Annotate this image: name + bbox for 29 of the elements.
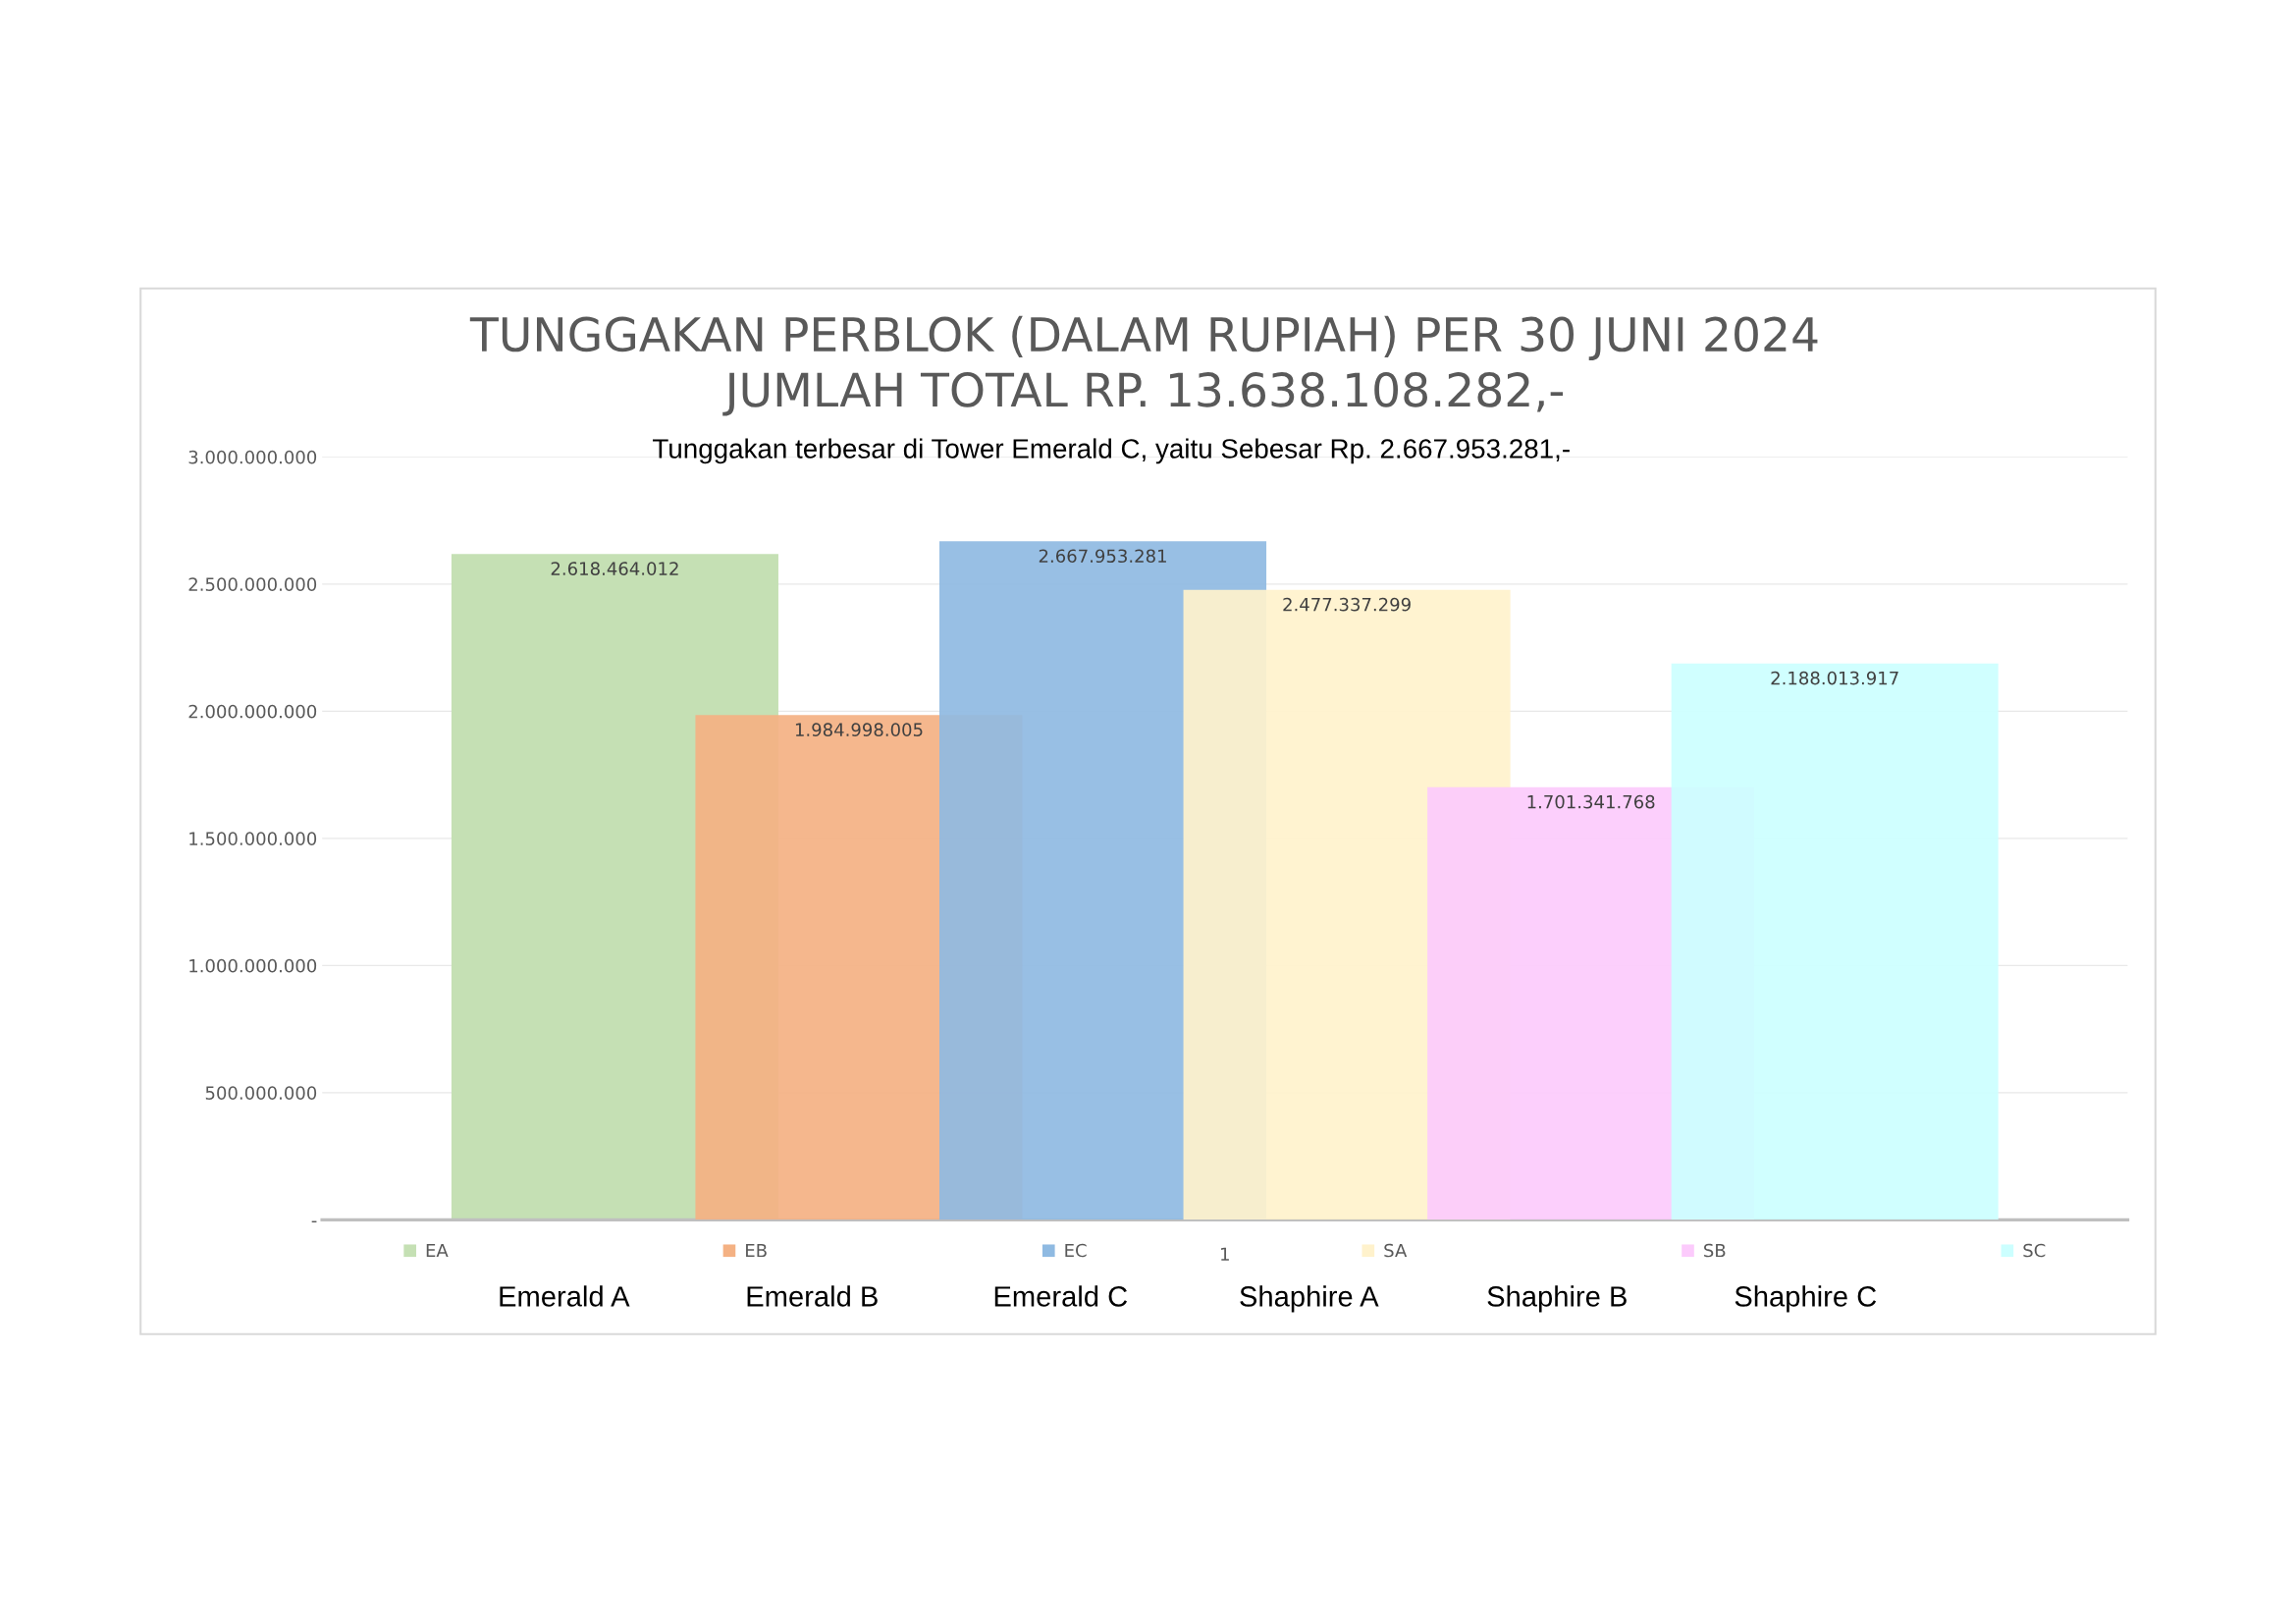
y-tick-label: 1.500.000.000 bbox=[189, 832, 317, 845]
data-label: 1.701.341.768 bbox=[1527, 794, 1655, 809]
legend-label: EA bbox=[426, 1243, 449, 1258]
text: Shaphire C bbox=[1735, 1285, 1877, 1313]
text: Shaphire B bbox=[1487, 1285, 1627, 1313]
x-tick-label: 1 bbox=[1221, 1247, 1229, 1261]
legend-label: SC bbox=[2023, 1243, 2046, 1258]
text: Emerald C bbox=[994, 1285, 1128, 1307]
y-tick-label: 1.000.000.000 bbox=[189, 958, 317, 973]
text: Emerald A bbox=[500, 1285, 630, 1307]
text: Shaphire A bbox=[1240, 1285, 1379, 1313]
data-label: 2.618.464.012 bbox=[551, 562, 678, 575]
data-label: 2.188.013.917 bbox=[1771, 671, 1898, 685]
y-tick-label: 3.000.000.000 bbox=[188, 450, 317, 464]
text: Emerald B bbox=[747, 1285, 878, 1307]
y-tick-label: - bbox=[311, 1220, 317, 1222]
data-label: 2.667.953.281 bbox=[1039, 549, 1166, 564]
bar bbox=[1671, 663, 1999, 1220]
y-tick-label: 500.000.000 bbox=[205, 1086, 317, 1100]
data-label: 2.477.337.299 bbox=[1283, 597, 1411, 612]
legend-label: SA bbox=[1384, 1243, 1408, 1258]
annotation: Tunggakan terbesar di Tower Emerald C, yaitu Sebesar Rp. 2.667.953.281,- bbox=[653, 438, 1570, 464]
y-tick-label: 2.500.000.000 bbox=[188, 577, 317, 591]
legend-label: EB bbox=[746, 1243, 767, 1258]
chart-title: TUNGGAKAN PERBLOK (DALAM RUPIAH) PER 30 JUNI 2024 JUMLAH TOTAL RP. 13.638.108.282,- bbox=[469, 315, 1818, 416]
data-label: 1.984.998.005 bbox=[795, 723, 923, 736]
y-tick-label: 2.000.000.000 bbox=[188, 704, 317, 719]
legend-label: SB bbox=[1704, 1243, 1726, 1258]
legend-label: EC bbox=[1065, 1243, 1087, 1258]
